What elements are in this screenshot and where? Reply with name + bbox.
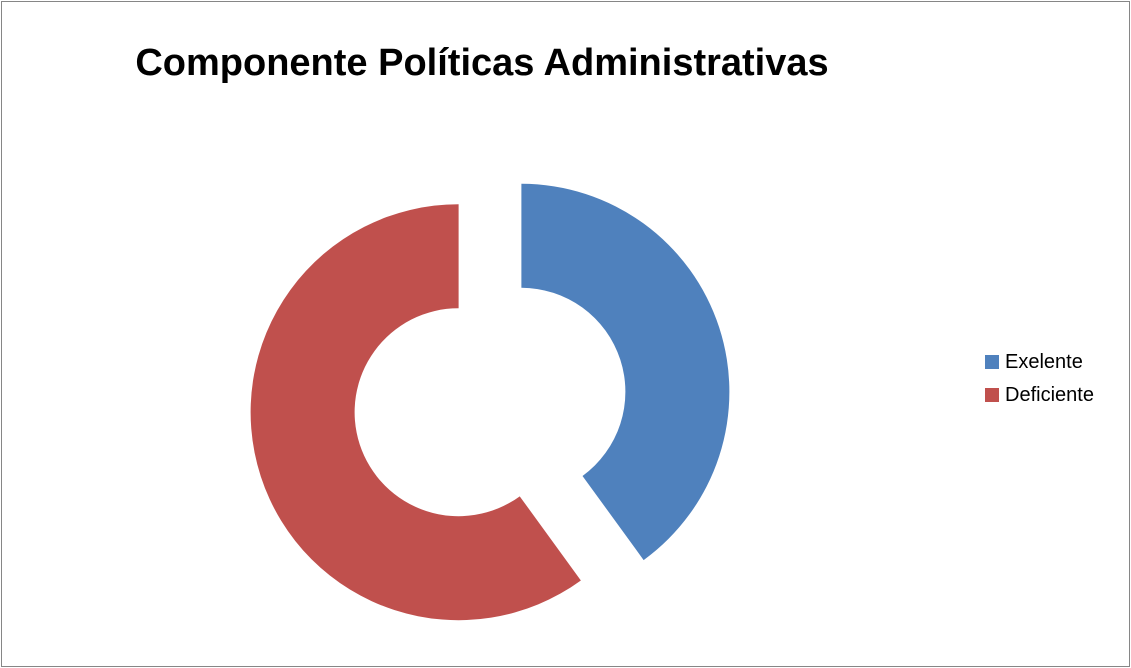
donut-slice-exelente [521,184,729,560]
legend-swatch-exelente [985,355,999,369]
legend-item-exelente: Exelente [985,350,1094,374]
legend-label-exelente: Exelente [1005,351,1083,374]
chart-legend: Exelente Deficiente [985,350,1094,416]
legend-swatch-deficiente [985,388,999,402]
legend-item-deficiente: Deficiente [985,383,1094,407]
legend-label-deficiente: Deficiente [1005,384,1094,407]
